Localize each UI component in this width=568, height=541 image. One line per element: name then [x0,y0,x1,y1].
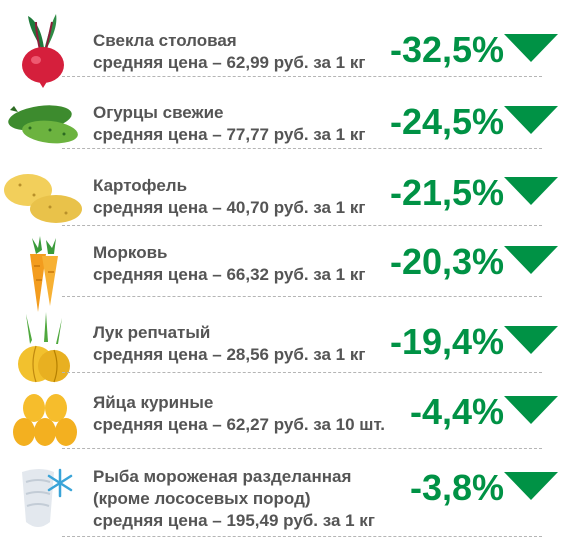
divider [62,372,542,373]
down-arrow-icon [504,177,558,205]
item-price: средняя цена – 66,32 руб. за 1 кг [93,265,366,284]
item-price: средняя цена – 77,77 руб. за 1 кг [93,125,366,144]
eggs-icon [0,388,88,452]
down-arrow-icon [504,472,558,500]
price-change: -20,3% [390,241,505,282]
item-name: Морковь [93,243,168,262]
down-arrow-icon [504,396,558,424]
price-change: -21,5% [390,172,505,213]
divider [62,225,542,226]
item-price: средняя цена – 62,99 руб. за 1 кг [93,53,366,72]
item-name: Рыба мороженая разделанная [93,467,352,486]
frozen-fish-icon [0,462,88,538]
item-text: Морковь средняя цена – 66,32 руб. за 1 к… [93,242,365,286]
divider [62,76,542,77]
item-name: Свекла столовая [93,31,237,50]
item-text: Яйца куриные средняя цена – 62,27 руб. з… [93,392,385,436]
price-change: -4,4% [410,391,505,432]
item-text: Свекла столовая средняя цена – 62,99 руб… [93,30,365,74]
price-change: -3,8% [410,467,505,508]
item-text: Рыба мороженая разделанная (кроме лососе… [93,466,375,532]
item-price: средняя цена – 40,70 руб. за 1 кг [93,198,366,217]
price-change: -32,5% [390,29,505,70]
divider [62,448,542,449]
item-text: Картофель средняя цена – 40,70 руб. за 1… [93,175,365,219]
price-change: -24,5% [390,101,505,142]
item-price: средняя цена – 195,49 руб. за 1 кг [93,511,375,530]
divider [62,536,542,537]
down-arrow-icon [504,34,558,62]
item-text: Огурцы свежие средняя цена – 77,77 руб. … [93,102,365,146]
down-arrow-icon [504,106,558,134]
item-name: Огурцы свежие [93,103,224,122]
item-name: Картофель [93,176,188,195]
down-arrow-icon [504,326,558,354]
beet-icon [0,10,88,90]
item-name-line2: (кроме лососевых пород) [93,489,311,508]
divider [62,296,542,297]
item-text: Лук репчатый средняя цена – 28,56 руб. з… [93,322,365,366]
cucumber-icon [0,88,88,158]
item-name: Яйца куриные [93,393,214,412]
price-change: -19,4% [390,321,505,362]
item-price: средняя цена – 62,27 руб. за 10 шт. [93,415,386,434]
item-price: средняя цена – 28,56 руб. за 1 кг [93,345,366,364]
item-name: Лук репчатый [93,323,211,342]
down-arrow-icon [504,246,558,274]
divider [62,148,542,149]
potato-icon [0,165,88,235]
carrot-icon [0,236,88,314]
onion-icon [0,312,88,388]
